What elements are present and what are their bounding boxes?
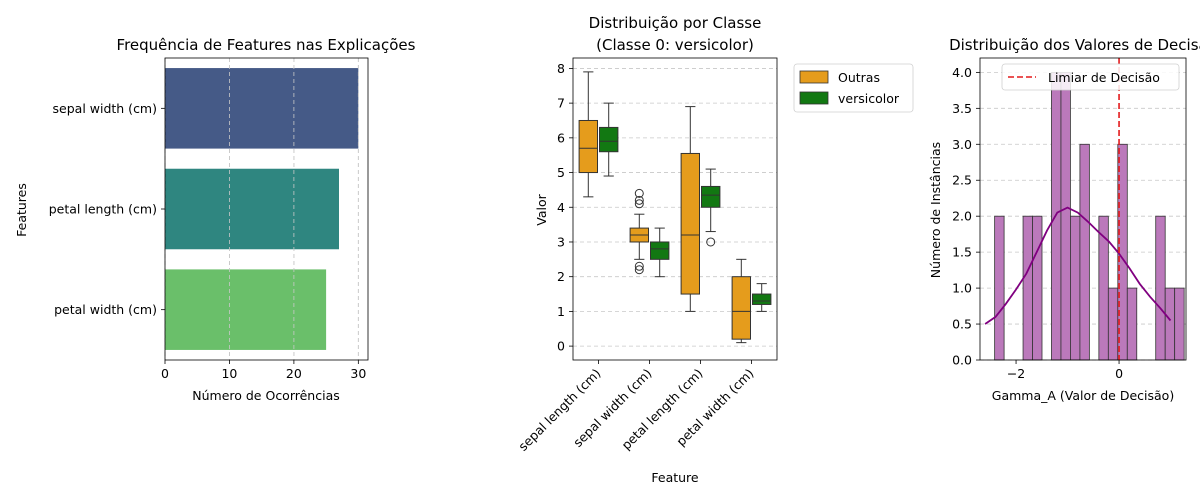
chart3-ytick-label: 4.0 bbox=[952, 65, 972, 80]
chart2-xtick-label: sepal length (cm) bbox=[515, 366, 603, 454]
legend-label: Limiar de Decisão bbox=[1048, 70, 1160, 85]
box-outlier bbox=[634, 199, 644, 209]
histogram-bar bbox=[1164, 287, 1176, 361]
chart3-xtick-label: 0 bbox=[1115, 366, 1123, 381]
chart3-frame bbox=[979, 57, 1187, 361]
chart2-ytick-label: 5 bbox=[557, 165, 565, 180]
chart1-ylabel: Features bbox=[14, 183, 29, 237]
chart1-xtick-label: 10 bbox=[221, 366, 237, 381]
box-outlier bbox=[634, 188, 644, 198]
chart2-frame bbox=[572, 57, 778, 361]
chart1-xtick-label: 0 bbox=[161, 366, 169, 381]
histogram-bar bbox=[1022, 215, 1033, 361]
legend-swatch bbox=[799, 91, 829, 105]
chart1-category-label: petal length (cm) bbox=[49, 202, 157, 217]
chart3-ytick-label: 0.0 bbox=[952, 353, 972, 368]
chart1-frame bbox=[164, 57, 369, 361]
histogram-bar bbox=[1032, 215, 1043, 361]
chart3-ytick-label: 1.0 bbox=[952, 281, 972, 296]
chart2-ytick-label: 3 bbox=[557, 234, 565, 249]
chart3-ytick-label: 3.0 bbox=[952, 137, 972, 152]
chart1-xtick-label: 20 bbox=[286, 366, 302, 381]
chart2-ytick-label: 2 bbox=[557, 269, 565, 284]
box-body bbox=[731, 276, 751, 340]
chart3-ytick-label: 2.0 bbox=[952, 209, 972, 224]
chart2-ytick-label: 8 bbox=[557, 61, 565, 76]
chart3-title: Distribuição dos Valores de Decisão bbox=[949, 36, 1200, 54]
chart3-ytick-label: 1.5 bbox=[952, 245, 972, 260]
chart1-category-label: sepal width (cm) bbox=[53, 101, 157, 116]
chart1-xlabel: Número de Ocorrências bbox=[192, 388, 340, 403]
histogram-bar bbox=[1060, 71, 1071, 361]
chart1-bar bbox=[165, 68, 359, 149]
chart2-ytick-label: 0 bbox=[557, 339, 565, 354]
box-outlier bbox=[634, 265, 644, 275]
legend-label: Outras bbox=[838, 70, 880, 85]
chart2-ytick-label: 7 bbox=[557, 96, 565, 111]
chart3-legend: Limiar de Decisão bbox=[1001, 63, 1180, 91]
kde-curve bbox=[984, 206, 1172, 325]
histogram-bar bbox=[1079, 143, 1090, 361]
feature-frequency-chart: Frequência de Features nas Explicações N… bbox=[14, 36, 416, 403]
chart2-legend: Outras versicolor bbox=[793, 63, 914, 113]
chart1-title: Frequência de Features nas Explicações bbox=[117, 36, 416, 54]
chart1-bar bbox=[165, 269, 327, 350]
chart1-xtick-label: 30 bbox=[350, 366, 366, 381]
chart2-ylabel: Valor bbox=[534, 193, 549, 225]
decision-value-histogram: Distribuição dos Valores de Decisão Gamm… bbox=[928, 36, 1200, 403]
chart3-xlabel: Gamma_A (Valor de Decisão) bbox=[992, 388, 1174, 403]
histogram-bar bbox=[1155, 215, 1166, 361]
chart3-xtick-label: −2 bbox=[1007, 366, 1025, 381]
box-outlier bbox=[634, 195, 644, 205]
box-outlier bbox=[706, 237, 716, 247]
box-body bbox=[752, 293, 772, 305]
box-body bbox=[650, 241, 670, 260]
chart2-ytick-label: 6 bbox=[557, 130, 565, 145]
chart2-ytick-label: 4 bbox=[557, 200, 565, 215]
box-body bbox=[701, 185, 721, 208]
chart2-ytick-label: 1 bbox=[557, 304, 565, 319]
box-body bbox=[680, 152, 700, 295]
legend-swatch bbox=[799, 70, 829, 84]
chart2-title-line2: (Classe 0: versicolor) bbox=[596, 36, 754, 54]
chart3-ylabel: Número de Instâncias bbox=[928, 142, 943, 278]
chart2-xlabel: Feature bbox=[651, 470, 699, 485]
chart3-ytick-label: 2.5 bbox=[952, 173, 972, 188]
histogram-bar bbox=[1070, 215, 1081, 361]
class-distribution-boxplot: Distribuição por Classe (Classe 0: versi… bbox=[515, 14, 914, 485]
box-body bbox=[578, 119, 598, 174]
chart2-title-line1: Distribuição por Classe bbox=[589, 14, 762, 32]
histogram-bar bbox=[1126, 287, 1138, 361]
box-outlier bbox=[634, 261, 644, 271]
chart3-ytick-label: 3.5 bbox=[952, 101, 972, 116]
histogram-bar bbox=[1107, 287, 1119, 361]
histogram-bar bbox=[994, 215, 1005, 361]
chart3-legend-box bbox=[1001, 63, 1180, 91]
chart3-ytick-label: 0.5 bbox=[952, 317, 972, 332]
chart1-bar bbox=[165, 168, 339, 250]
legend-label: versicolor bbox=[838, 91, 900, 106]
chart1-category-label: petal width (cm) bbox=[54, 302, 157, 317]
box-body bbox=[599, 126, 619, 153]
histogram-bar bbox=[1174, 287, 1185, 361]
